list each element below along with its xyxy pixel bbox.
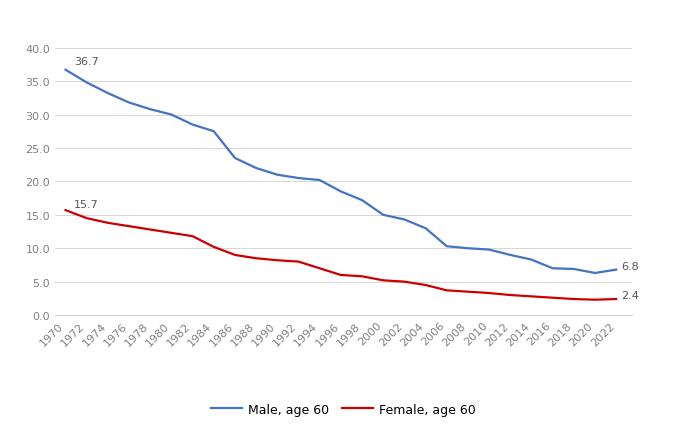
Male, age 60 xyxy=(188,123,196,128)
Female, age 60 xyxy=(273,258,282,263)
Female, age 60 xyxy=(548,295,556,300)
Female, age 60 xyxy=(506,293,515,298)
Line: Female, age 60: Female, age 60 xyxy=(65,211,616,300)
Male, age 60 xyxy=(401,217,409,223)
Male, age 60 xyxy=(464,246,472,251)
Male, age 60 xyxy=(231,156,239,161)
Female, age 60 xyxy=(168,231,176,236)
Male, age 60 xyxy=(146,107,155,113)
Female, age 60 xyxy=(528,294,536,299)
Female, age 60 xyxy=(104,221,112,226)
Text: 2.4: 2.4 xyxy=(622,291,640,300)
Female, age 60 xyxy=(591,297,599,303)
Male, age 60 xyxy=(442,244,451,249)
Female, age 60 xyxy=(252,256,260,261)
Female, age 60 xyxy=(401,279,409,285)
Legend: Male, age 60, Female, age 60: Male, age 60, Female, age 60 xyxy=(206,398,481,420)
Male, age 60 xyxy=(210,129,218,134)
Female, age 60 xyxy=(210,245,218,250)
Male, age 60 xyxy=(125,101,133,106)
Text: 6.8: 6.8 xyxy=(622,261,639,271)
Male, age 60 xyxy=(421,226,429,231)
Female, age 60 xyxy=(337,273,345,278)
Male, age 60 xyxy=(315,178,324,183)
Female, age 60 xyxy=(570,297,578,302)
Male, age 60 xyxy=(591,271,599,276)
Male, age 60 xyxy=(168,113,176,118)
Male, age 60 xyxy=(528,258,536,263)
Text: 15.7: 15.7 xyxy=(74,199,99,209)
Male, age 60 xyxy=(104,91,112,96)
Male, age 60 xyxy=(506,253,515,258)
Male, age 60 xyxy=(61,68,69,73)
Female, age 60 xyxy=(464,290,472,295)
Male, age 60 xyxy=(252,166,260,171)
Male, age 60 xyxy=(358,198,366,203)
Female, age 60 xyxy=(358,274,366,279)
Text: 36.7: 36.7 xyxy=(74,57,99,67)
Male, age 60 xyxy=(337,189,345,194)
Female, age 60 xyxy=(315,266,324,271)
Female, age 60 xyxy=(485,291,493,296)
Male, age 60 xyxy=(612,267,620,272)
Male, age 60 xyxy=(379,213,387,218)
Male, age 60 xyxy=(273,173,282,178)
Female, age 60 xyxy=(231,253,239,258)
Female, age 60 xyxy=(146,227,155,233)
Female, age 60 xyxy=(421,283,429,288)
Female, age 60 xyxy=(294,259,302,265)
Male, age 60 xyxy=(548,266,556,271)
Male, age 60 xyxy=(294,176,302,181)
Female, age 60 xyxy=(379,278,387,283)
Female, age 60 xyxy=(82,216,91,221)
Male, age 60 xyxy=(82,81,91,86)
Male, age 60 xyxy=(570,267,578,272)
Line: Male, age 60: Male, age 60 xyxy=(65,71,616,273)
Male, age 60 xyxy=(485,247,493,253)
Female, age 60 xyxy=(442,288,451,293)
Female, age 60 xyxy=(61,208,69,213)
Female, age 60 xyxy=(188,234,196,239)
Female, age 60 xyxy=(612,297,620,302)
Female, age 60 xyxy=(125,224,133,229)
